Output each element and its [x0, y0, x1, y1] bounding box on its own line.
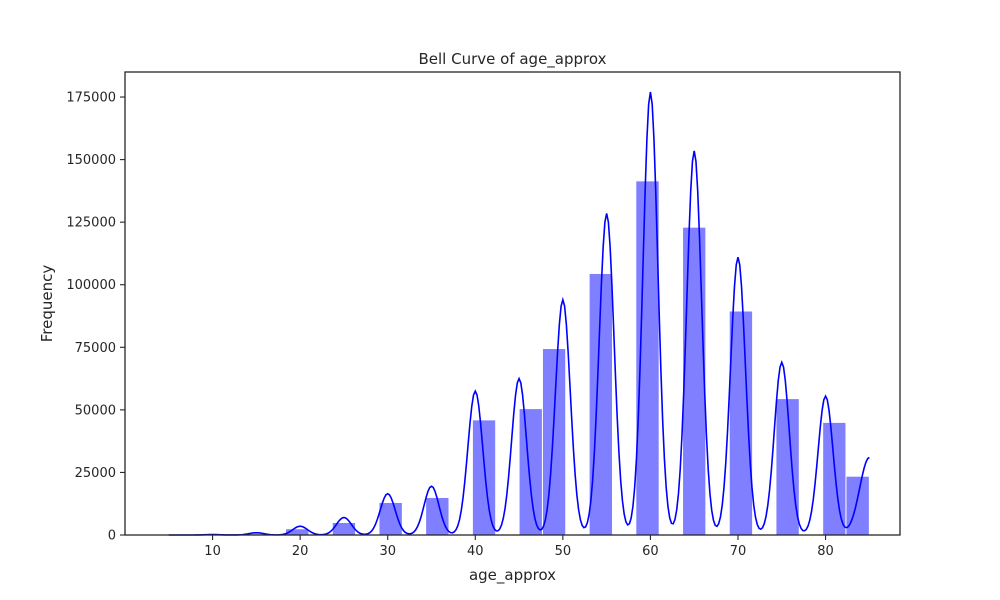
histogram-bar [728, 310, 754, 536]
y-tick-label: 75000 [75, 341, 116, 356]
y-tick-label: 125000 [66, 216, 116, 231]
x-tick-label: 50 [555, 544, 572, 559]
histogram-bar [378, 501, 403, 536]
y-tick-label: 175000 [66, 91, 116, 106]
x-tick-label: 40 [467, 544, 484, 559]
x-tick-label: 30 [379, 544, 396, 559]
histogram-bar [775, 398, 800, 536]
histogram-bar [822, 421, 847, 536]
chart-title: Bell Curve of age_approx [419, 50, 607, 69]
histogram-bar [425, 496, 450, 536]
y-axis-label: Frequency [38, 265, 56, 343]
y-tick-label: 150000 [66, 153, 116, 168]
y-tick-label: 25000 [75, 466, 116, 481]
x-tick-label: 10 [204, 544, 221, 559]
histogram-bar [541, 348, 567, 536]
kde-curve-layer [168, 91, 870, 536]
plot-frame [124, 71, 901, 536]
x-tick-label: 80 [817, 544, 834, 559]
x-tick-label: 60 [642, 544, 659, 559]
histogram-bar [518, 408, 543, 536]
y-axis-ticks: 0 25000 50000 75000 100000 125000 150000 175000 [66, 91, 125, 544]
x-tick-label: 70 [730, 544, 747, 559]
histogram-bars [168, 180, 870, 536]
y-tick-label: 0 [108, 529, 116, 544]
y-tick-label: 50000 [75, 403, 116, 418]
histogram-bar [682, 226, 707, 536]
histogram-bar [635, 180, 660, 536]
x-axis-ticks: 10 20 30 40 50 60 70 80 [204, 535, 834, 559]
kde-curve [168, 91, 870, 536]
x-tick-label: 20 [292, 544, 309, 559]
histogram-bar [471, 419, 497, 536]
x-axis-label: age_approx [469, 566, 556, 585]
y-tick-label: 100000 [66, 278, 116, 293]
